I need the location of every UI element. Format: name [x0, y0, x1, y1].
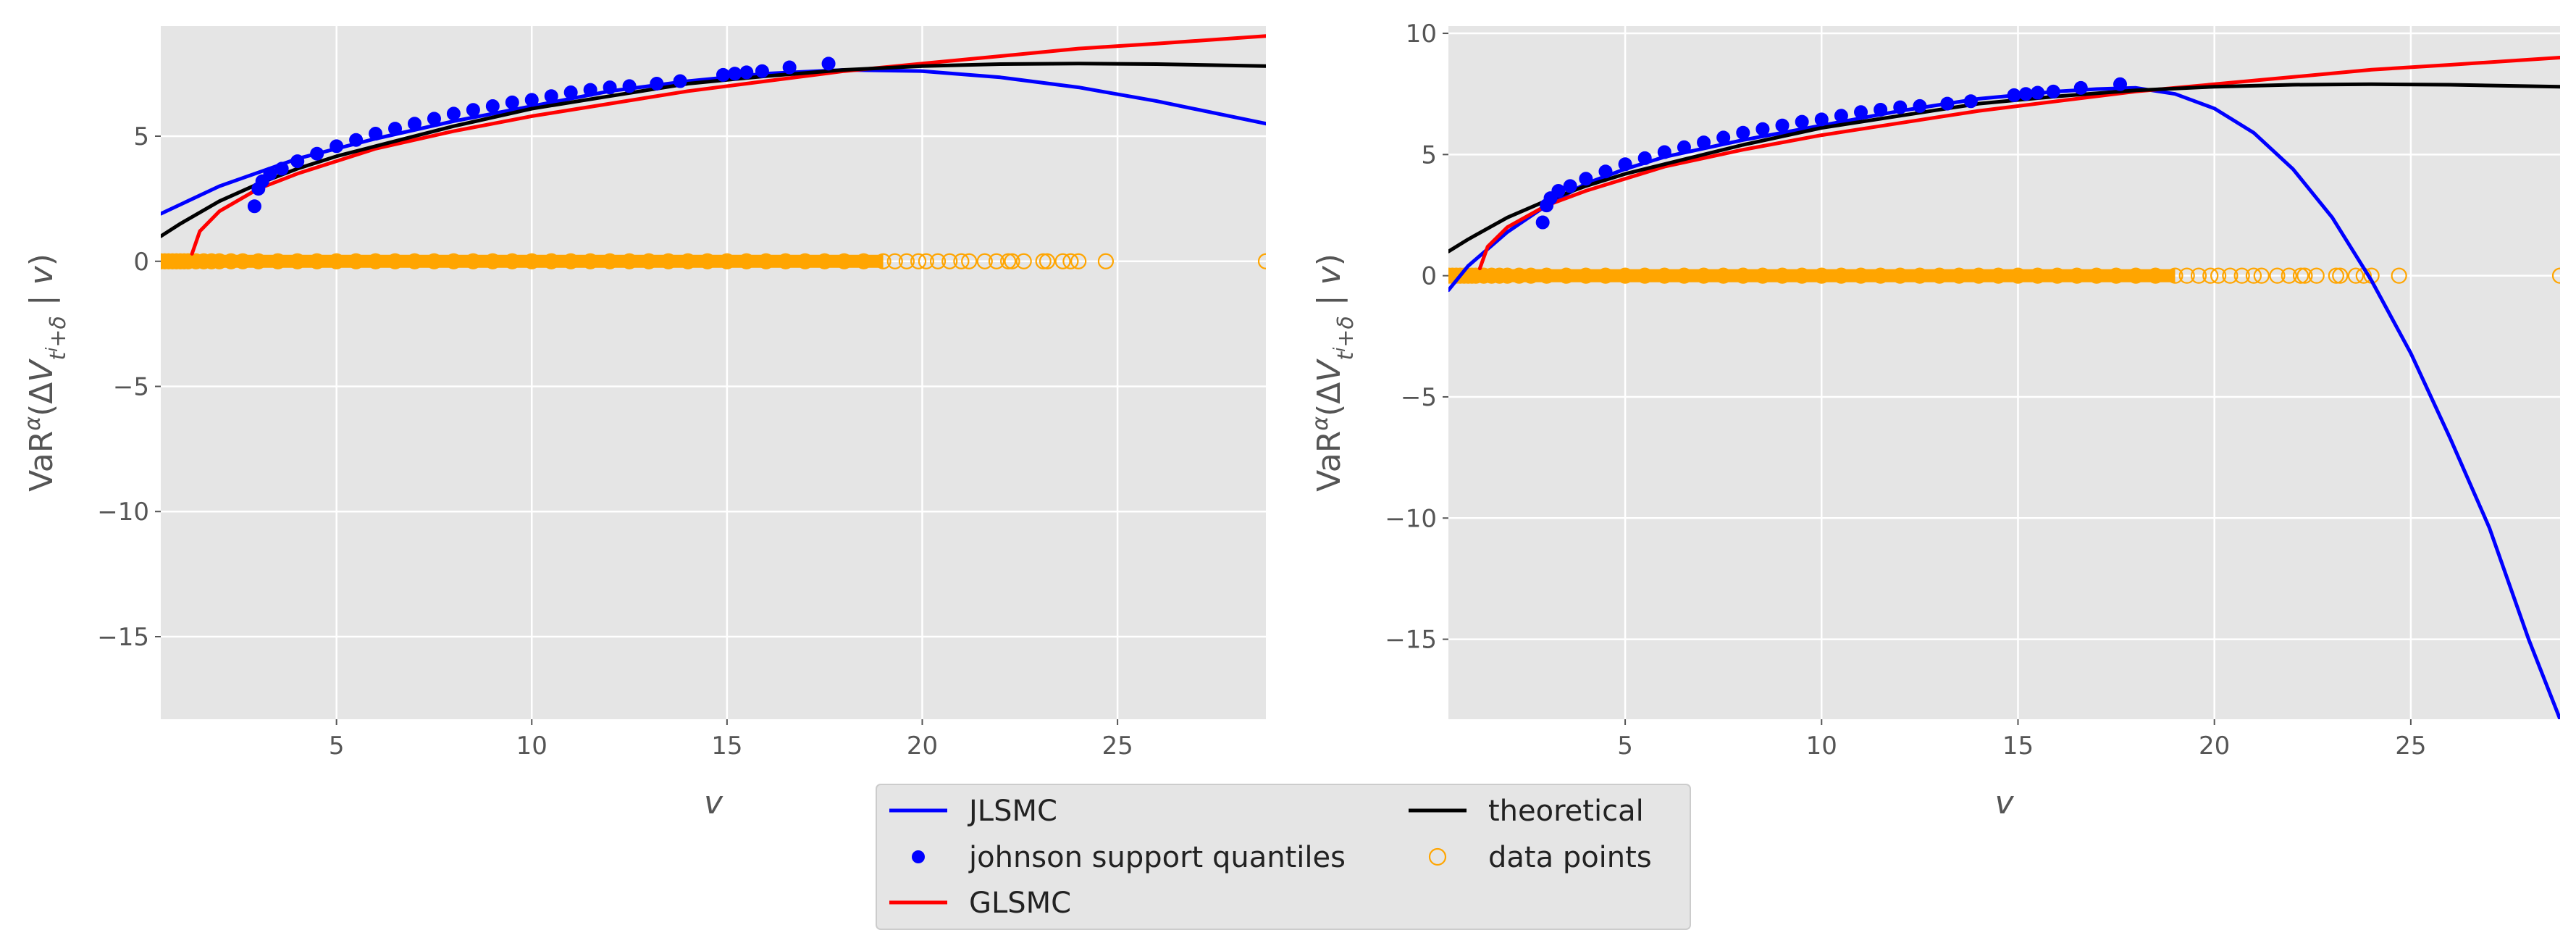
- legend: JLSMC johnson support quantiles GLSMC theor…: [876, 784, 1690, 929]
- x-tick-label: 25: [2395, 732, 2426, 761]
- legend-swatch-marker: [912, 850, 925, 863]
- series-johnson-support-quantiles-point: [2047, 85, 2060, 98]
- series-johnson-support-quantiles-point: [291, 155, 304, 168]
- x-tick-label: 15: [711, 732, 742, 761]
- series-johnson-support-quantiles-point: [2074, 81, 2087, 94]
- series-johnson-support-quantiles-point: [2114, 77, 2127, 91]
- series-johnson-support-quantiles-point: [389, 122, 402, 135]
- plot-area: [161, 26, 1266, 719]
- series-johnson-support-quantiles-point: [1737, 126, 1750, 139]
- series-johnson-support-quantiles-point: [603, 81, 616, 94]
- series-johnson-support-quantiles-point: [1795, 115, 1808, 128]
- series-johnson-support-quantiles-point: [2031, 86, 2044, 99]
- series-johnson-support-quantiles-point: [1756, 122, 1769, 135]
- y-tick-label: −5: [113, 373, 149, 402]
- y-tick-label: 10: [1406, 20, 1437, 49]
- series-johnson-support-quantiles-point: [311, 147, 324, 160]
- series-johnson-support-quantiles-point: [1564, 180, 1577, 193]
- y-axis-label: VaRα(ΔVti+δ | v): [1308, 254, 1359, 492]
- plot-area: [1448, 26, 2560, 719]
- series-johnson-support-quantiles-point: [275, 162, 288, 175]
- series-johnson-support-quantiles-point: [783, 61, 796, 74]
- y-tick-label: −10: [97, 498, 149, 527]
- x-axis-label: v: [1994, 784, 2014, 821]
- series-johnson-support-quantiles-point: [1658, 146, 1671, 159]
- series-johnson-support-quantiles-point: [740, 66, 753, 79]
- series-johnson-support-quantiles-point: [584, 83, 597, 96]
- x-tick-label: 20: [907, 732, 938, 761]
- series-johnson-support-quantiles-point: [623, 80, 636, 93]
- series-johnson-support-quantiles-point: [1638, 151, 1651, 164]
- legend-label: JLSMC: [967, 795, 1057, 828]
- legend-label: theoretical: [1488, 795, 1644, 828]
- y-tick-label: −10: [1385, 504, 1437, 533]
- series-johnson-support-quantiles-point: [1941, 97, 1954, 110]
- series-johnson-support-quantiles-point: [1552, 185, 1565, 198]
- series-johnson-support-quantiles-point: [1536, 216, 1549, 229]
- series-johnson-support-quantiles-point: [822, 57, 835, 70]
- series-johnson-support-quantiles-point: [264, 167, 277, 180]
- series-johnson-support-quantiles-point: [427, 112, 440, 125]
- series-johnson-support-quantiles-point: [1599, 165, 1612, 178]
- series-johnson-support-quantiles-point: [1913, 99, 1926, 112]
- series-johnson-support-quantiles-point: [248, 200, 261, 213]
- series-johnson-support-quantiles-point: [1776, 119, 1789, 132]
- legend-label: johnson support quantiles: [968, 841, 1346, 874]
- series-johnson-support-quantiles-point: [505, 96, 519, 109]
- series-johnson-support-quantiles-point: [486, 100, 499, 113]
- series-johnson-support-quantiles-point: [1698, 136, 1711, 149]
- chart-panel-right: 5 10 15 20 25 −15 −10 −5 0 5 10 v VaRα(ΔVti+δ | v): [1308, 20, 2568, 821]
- series-johnson-support-quantiles-point: [2019, 88, 2032, 101]
- x-tick-label: 5: [1617, 732, 1633, 761]
- series-johnson-support-quantiles-point: [1677, 141, 1690, 154]
- x-tick-label: 15: [2002, 732, 2034, 761]
- series-johnson-support-quantiles-point: [1834, 109, 1847, 122]
- series-johnson-support-quantiles-point: [350, 133, 363, 146]
- x-tick-label: 25: [1102, 732, 1133, 761]
- y-tick-label: 5: [1421, 141, 1437, 169]
- legend-item-johnson-support-quantiles: johnson support quantiles: [912, 841, 1346, 874]
- series-data-points-dense-band: [161, 255, 884, 268]
- series-johnson-support-quantiles-point: [545, 90, 558, 103]
- series-johnson-support-quantiles-point: [408, 117, 421, 130]
- series-johnson-support-quantiles-point: [674, 75, 687, 88]
- y-axis-label: VaRα(ΔVti+δ | v): [20, 254, 71, 492]
- y-tick-label: 5: [133, 122, 149, 151]
- series-johnson-support-quantiles-point: [1579, 172, 1593, 185]
- series-johnson-support-quantiles-point: [650, 77, 663, 90]
- x-tick-label: 5: [329, 732, 345, 761]
- legend-label: data points: [1488, 841, 1652, 874]
- series-johnson-support-quantiles-point: [330, 140, 343, 153]
- series-johnson-support-quantiles-point: [1894, 101, 1907, 114]
- y-tick-label: 0: [1421, 262, 1437, 291]
- x-tick-label: 20: [2199, 732, 2230, 761]
- series-johnson-support-quantiles-point: [1717, 131, 1730, 144]
- series-johnson-support-quantiles-point: [729, 67, 742, 80]
- series-johnson-support-quantiles-point: [369, 127, 382, 141]
- series-johnson-support-quantiles-point: [564, 86, 577, 99]
- y-tick-label: −15: [97, 623, 149, 652]
- series-johnson-support-quantiles-point: [1619, 158, 1632, 171]
- series-johnson-support-quantiles-point: [1874, 103, 1887, 116]
- series-johnson-support-quantiles-point: [716, 68, 729, 81]
- legend-label: GLSMC: [969, 887, 1071, 920]
- chart-panel-left: 5 10 15 20 25 −15 −10 −5 0 5 v VaRα(ΔVti+δ | v): [20, 26, 1274, 821]
- series-johnson-support-quantiles-point: [1855, 106, 1868, 119]
- x-tick-label: 10: [516, 732, 547, 761]
- y-tick-label: −5: [1401, 383, 1437, 412]
- series-johnson-support-quantiles-point: [1815, 113, 1828, 126]
- x-axis-label: v: [704, 784, 723, 821]
- series-johnson-support-quantiles-point: [1964, 95, 1977, 108]
- x-tick-label: 10: [1806, 732, 1837, 761]
- series-johnson-support-quantiles-point: [466, 104, 479, 117]
- y-tick-label: 0: [133, 248, 149, 277]
- series-johnson-support-quantiles-point: [525, 93, 538, 106]
- series-johnson-support-quantiles-point: [447, 107, 460, 120]
- y-tick-label: −15: [1385, 626, 1437, 655]
- series-johnson-support-quantiles-point: [755, 64, 768, 77]
- series-johnson-support-quantiles-point: [2007, 88, 2021, 101]
- series-data-points-dense-band: [1448, 269, 2175, 282]
